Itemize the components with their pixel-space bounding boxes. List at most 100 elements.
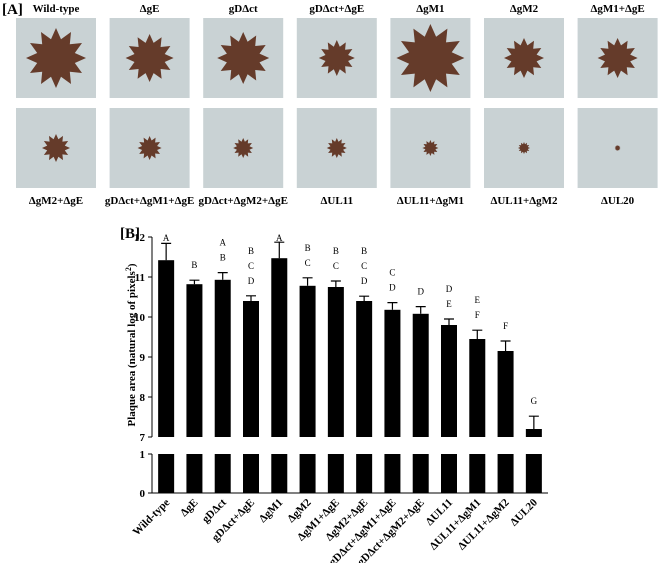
plaque — [318, 40, 355, 76]
bar — [186, 284, 203, 437]
error-bar — [330, 280, 341, 287]
plaque — [518, 142, 530, 154]
x-tick-label: Wild-type — [131, 497, 173, 539]
y-label-main: Plaque area (natural log of pixels — [126, 270, 138, 426]
bar-lower — [412, 454, 429, 493]
y-tick-label: 11 — [135, 272, 145, 284]
plaque — [137, 136, 162, 160]
group-letter: B — [305, 243, 311, 253]
group-letter: D — [248, 276, 255, 286]
bar-lower — [441, 454, 457, 493]
error-bar — [246, 295, 256, 301]
group-letter: C — [248, 261, 254, 271]
error-bar — [161, 242, 172, 261]
bar-lower — [327, 454, 344, 493]
y-label-end: ) — [126, 263, 138, 267]
y-tick-label: 1 — [140, 449, 146, 461]
bar — [469, 339, 486, 437]
group-letter: A — [219, 238, 226, 248]
bar-lower — [214, 454, 231, 493]
y-tick-label: 9 — [140, 352, 146, 364]
y-axis-label: Plaque area (natural log of pixels2) — [124, 263, 138, 426]
image-label: Wild-type — [33, 3, 80, 15]
plaque — [614, 145, 621, 151]
plaque — [326, 138, 347, 158]
image-label: ΔUL11+ΔgM2 — [490, 195, 558, 207]
image-label: ΔgM2 — [510, 3, 539, 15]
plaque — [504, 38, 544, 78]
error-bar — [500, 340, 511, 351]
bar — [271, 258, 288, 437]
bar — [214, 279, 231, 437]
bar — [497, 351, 514, 437]
error-bar — [415, 306, 426, 314]
panel-a-label: [A] — [2, 2, 23, 18]
bar-lower — [497, 454, 514, 493]
bar — [356, 301, 373, 437]
bar-lower — [469, 454, 486, 493]
x-tick-label: ΔUL11+ΔgM2 — [456, 496, 512, 552]
group-letter: B — [248, 246, 254, 256]
plaque — [26, 28, 86, 88]
plaque — [396, 24, 465, 92]
error-bar — [528, 415, 539, 429]
plaque — [597, 38, 638, 78]
plaque — [233, 138, 254, 158]
bar-lower — [299, 454, 316, 493]
image-label: ΔgM2+ΔgE — [29, 195, 83, 207]
y-tick-label: 12 — [134, 232, 146, 244]
image-label: ΔgE — [140, 3, 160, 15]
group-letter: A — [163, 233, 170, 243]
bar — [384, 309, 401, 437]
group-letter: C — [361, 261, 367, 271]
group-letter: G — [531, 396, 538, 406]
bar-lower — [525, 454, 542, 493]
x-tick-label: ΔgM1 — [257, 497, 285, 525]
y-tick-label: 10 — [134, 312, 146, 324]
plaque — [217, 32, 270, 84]
group-letter: D — [446, 284, 453, 294]
error-bar — [189, 279, 200, 285]
y-tick-label: 7 — [140, 432, 146, 444]
image-label: ΔUL11 — [321, 195, 354, 207]
group-letter: C — [305, 258, 311, 268]
image-label: ΔgM1 — [416, 3, 444, 15]
image-label: ΔgM1+ΔgE — [590, 3, 644, 15]
plaque — [42, 134, 70, 162]
bar — [525, 429, 542, 437]
group-letter: B — [333, 246, 339, 256]
group-letter: B — [361, 246, 367, 256]
group-letter: D — [417, 287, 424, 297]
group-letter: C — [333, 261, 339, 271]
group-letter: B — [220, 253, 226, 263]
error-bar — [387, 302, 398, 310]
error-bar — [302, 277, 313, 286]
image-label: gDΔct — [229, 3, 258, 15]
error-bar — [472, 329, 483, 339]
image-label: ΔUL11+ΔgM1 — [397, 195, 464, 207]
plaque — [125, 34, 174, 82]
error-bar — [359, 295, 370, 301]
error-bar — [217, 272, 228, 280]
bar-lower — [158, 454, 175, 493]
bar — [441, 325, 457, 437]
group-letter: E — [446, 299, 452, 309]
bar — [412, 313, 429, 437]
group-letter: A — [276, 233, 283, 243]
bar-lower — [271, 454, 288, 493]
image-label: gDΔct+ΔgM2+ΔgE — [198, 195, 287, 207]
image-label: ΔUL20 — [601, 195, 635, 207]
error-bar — [274, 241, 285, 259]
y-label-sup: 2 — [124, 267, 133, 271]
group-letter: B — [191, 260, 197, 270]
x-tick-label: ΔUL20 — [508, 496, 540, 528]
group-letter: C — [389, 268, 395, 278]
panel-b-label: [B] — [120, 226, 140, 242]
group-letter: D — [361, 276, 368, 286]
bar — [299, 285, 316, 437]
bar — [158, 260, 175, 437]
image-label: gDΔct+ΔgE — [309, 3, 364, 15]
bar-lower — [186, 454, 203, 493]
y-tick-label: 8 — [140, 392, 146, 404]
